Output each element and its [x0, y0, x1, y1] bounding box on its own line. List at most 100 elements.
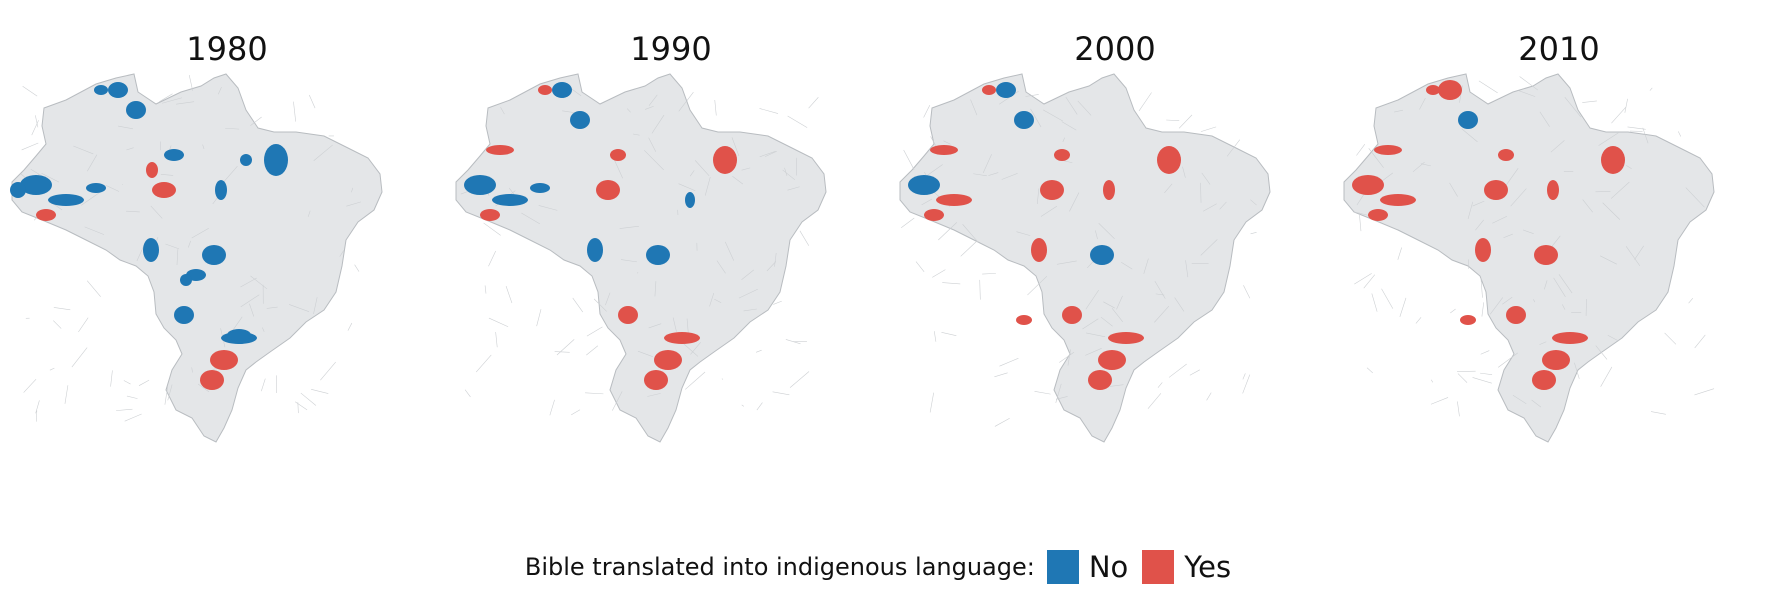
municipal-border	[307, 210, 311, 217]
municipal-border	[1415, 317, 1422, 324]
municipal-border	[351, 187, 354, 193]
municipal-border	[1219, 201, 1227, 210]
municipal-border	[799, 230, 810, 246]
municipal-border	[741, 167, 751, 171]
municipal-border	[475, 354, 492, 373]
municipal-border	[585, 392, 604, 395]
region-no	[164, 149, 184, 161]
municipal-border	[988, 172, 999, 176]
municipal-border	[982, 154, 992, 174]
region-no	[530, 183, 550, 193]
municipal-border	[1077, 100, 1092, 116]
municipal-border	[562, 110, 576, 114]
municipal-border	[1457, 373, 1468, 383]
panel-title: 2010	[1518, 30, 1600, 68]
municipal-border	[714, 99, 717, 116]
municipal-border	[741, 404, 745, 407]
municipal-border	[1598, 132, 1619, 146]
municipal-border	[1677, 131, 1682, 137]
municipal-border	[773, 300, 782, 305]
municipal-border	[644, 150, 664, 171]
municipal-border	[1036, 188, 1040, 205]
municipal-border	[1478, 80, 1498, 94]
municipal-border	[35, 410, 38, 422]
municipal-border	[162, 97, 183, 104]
municipal-border	[933, 331, 937, 342]
municipal-border	[35, 115, 39, 128]
municipal-border	[1472, 377, 1492, 384]
municipal-border	[126, 395, 138, 399]
municipal-border	[605, 292, 611, 306]
municipal-border	[538, 205, 558, 211]
region-no	[108, 82, 128, 98]
municipal-border	[1200, 182, 1202, 203]
municipal-border	[943, 140, 951, 145]
municipal-border	[1544, 280, 1548, 290]
legend-label-yes: Yes	[1184, 550, 1232, 584]
municipal-border	[1085, 289, 1099, 310]
municipal-border	[651, 114, 665, 134]
municipal-border	[484, 285, 487, 294]
municipal-border	[1564, 97, 1582, 118]
municipal-border	[1085, 348, 1102, 356]
municipal-border	[1505, 168, 1519, 187]
municipal-border	[1626, 165, 1632, 169]
municipal-border	[901, 217, 915, 228]
municipal-border	[300, 392, 317, 406]
region-yes	[713, 146, 737, 174]
municipal-border	[1147, 393, 1162, 409]
municipal-border	[1412, 161, 1425, 173]
municipal-border	[1062, 137, 1065, 143]
region-yes	[486, 145, 514, 155]
municipal-border	[973, 173, 987, 177]
region-no	[20, 175, 52, 195]
region-yes	[1475, 238, 1491, 262]
municipal-border	[1694, 388, 1715, 396]
municipal-border	[1650, 411, 1666, 415]
municipal-border	[1067, 349, 1071, 366]
panel-2010: 2010	[1338, 0, 1770, 520]
municipal-border	[1595, 345, 1608, 360]
municipal-border	[1189, 369, 1200, 376]
municipal-border	[1467, 201, 1474, 220]
municipal-border	[73, 145, 94, 155]
municipal-border	[1200, 239, 1218, 256]
municipal-border	[1519, 76, 1538, 91]
municipal-border	[1480, 278, 1483, 298]
municipal-border	[202, 144, 205, 150]
region-yes	[1368, 209, 1388, 221]
region-yes	[936, 194, 972, 206]
municipal-border	[999, 357, 1019, 367]
municipal-border	[354, 264, 360, 272]
region-yes	[618, 306, 638, 324]
municipal-border	[756, 402, 763, 411]
municipal-border	[110, 370, 113, 387]
municipal-border	[86, 280, 101, 297]
region-yes	[1374, 145, 1402, 155]
municipal-border	[1143, 258, 1149, 274]
municipal-border	[1356, 144, 1366, 156]
municipal-border	[158, 93, 173, 103]
municipal-border	[999, 90, 1019, 105]
municipal-border	[979, 279, 981, 300]
municipal-border	[1481, 302, 1485, 317]
region-yes	[1040, 180, 1064, 200]
municipal-border	[1366, 367, 1373, 374]
municipal-border	[612, 391, 623, 411]
municipal-border	[994, 372, 1008, 378]
municipal-border	[787, 115, 808, 128]
region-yes	[480, 209, 500, 221]
region-yes	[644, 370, 668, 390]
municipal-border	[721, 378, 724, 380]
municipal-border	[556, 339, 575, 356]
municipal-border	[915, 261, 925, 272]
municipal-border	[1082, 318, 1099, 330]
municipal-border	[308, 94, 316, 109]
municipal-border	[694, 160, 710, 177]
region-no	[464, 175, 496, 195]
municipal-border	[1558, 274, 1573, 294]
municipal-border	[1523, 229, 1534, 234]
municipal-border	[1531, 399, 1542, 408]
municipal-border	[1201, 172, 1211, 185]
municipal-border	[1582, 100, 1597, 103]
